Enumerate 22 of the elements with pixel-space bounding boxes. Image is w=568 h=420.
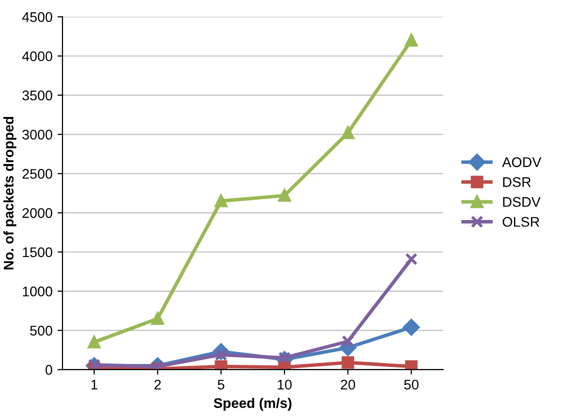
x-tick-label: 20 xyxy=(340,380,356,390)
legend-label: DSR xyxy=(503,177,531,187)
x-tick-label: 50 xyxy=(404,380,419,390)
y-tick-label: 3000 xyxy=(22,130,52,140)
y-tick-label: 3500 xyxy=(22,90,52,100)
y-tick-label: 0 xyxy=(46,364,52,375)
legend-label: OLSR xyxy=(502,216,540,227)
x-tick-label: 10 xyxy=(278,380,292,390)
y-tick-label: 4000 xyxy=(22,51,52,62)
y-tick-label: 500 xyxy=(30,326,52,336)
y-tick-label: 1000 xyxy=(22,286,52,296)
x-tick-label: 2 xyxy=(154,380,161,390)
y-tick-label: 1500 xyxy=(22,247,52,258)
y-tick-label: 2000 xyxy=(22,208,52,218)
legend-label: DSDV xyxy=(503,197,541,207)
x-axis-title: Speed (m/s) xyxy=(214,398,292,411)
x-tick-label: 5 xyxy=(218,380,224,390)
y-tick-label: 4500 xyxy=(22,12,52,22)
y-tick-label: 2500 xyxy=(22,168,52,179)
legend-label: AODV xyxy=(502,157,542,168)
y-axis-title: No. of packets dropped xyxy=(3,116,16,270)
x-tick-label: 1 xyxy=(91,380,98,390)
